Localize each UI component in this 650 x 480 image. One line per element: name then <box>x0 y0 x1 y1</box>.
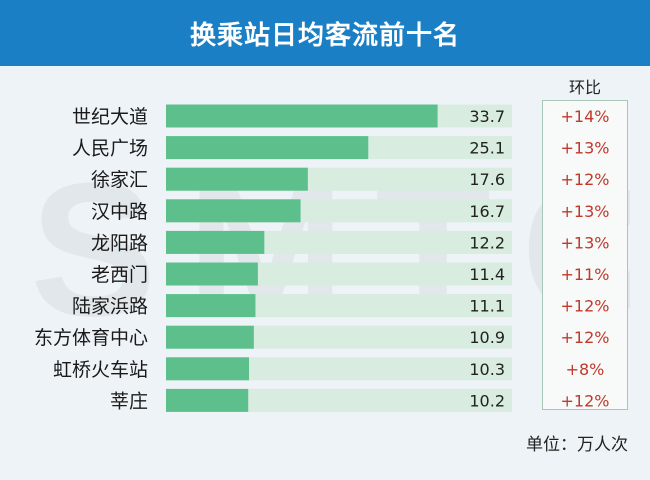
value-label: 12.2 <box>469 233 505 252</box>
bar <box>166 262 258 286</box>
value-label: 25.1 <box>469 139 505 158</box>
change-label: +13% <box>561 233 610 252</box>
value-label: 11.1 <box>469 297 505 316</box>
value-label: 16.7 <box>469 202 505 221</box>
change-column-header: 环比 <box>568 78 601 97</box>
change-label: +8% <box>566 360 605 379</box>
change-label: +12% <box>561 297 610 316</box>
category-label: 人民广场 <box>72 138 148 160</box>
category-label: 老西门 <box>91 264 148 286</box>
bar-track <box>166 388 512 412</box>
category-label: 东方体育中心 <box>34 327 148 349</box>
change-label: +12% <box>561 328 610 347</box>
bar <box>166 294 256 318</box>
category-label: 汉中路 <box>91 201 148 223</box>
category-label: 虹桥火车站 <box>53 359 148 381</box>
change-label: +12% <box>561 391 610 410</box>
bar <box>166 136 369 160</box>
bar <box>166 199 301 223</box>
bar-track <box>166 357 512 381</box>
bar <box>166 167 308 191</box>
bar <box>166 357 250 381</box>
change-label: +11% <box>561 265 610 284</box>
change-column-box <box>542 100 628 410</box>
category-label: 龙阳路 <box>91 232 148 254</box>
value-label: 11.4 <box>469 265 505 284</box>
chart-title: 换乘站日均客流前十名 <box>189 20 460 51</box>
change-label: +13% <box>561 139 610 158</box>
value-label: 10.9 <box>469 328 505 347</box>
change-label: +14% <box>561 107 610 126</box>
category-label: 陆家浜路 <box>72 296 148 318</box>
value-label: 10.2 <box>469 391 505 410</box>
bar <box>166 104 438 128</box>
title-bar: 换乘站日均客流前十名 <box>0 0 650 66</box>
bar <box>166 230 265 254</box>
change-label: +13% <box>561 202 610 221</box>
bar <box>166 388 249 412</box>
unit-label: 单位：万人次 <box>526 435 628 455</box>
category-label: 莘庄 <box>110 390 148 412</box>
bar <box>166 325 254 349</box>
change-label: +12% <box>561 170 610 189</box>
category-label: 世纪大道 <box>72 106 148 128</box>
value-label: 17.6 <box>469 170 505 189</box>
value-label: 10.3 <box>469 360 505 379</box>
category-label: 徐家汇 <box>91 169 148 191</box>
value-label: 33.7 <box>469 107 505 126</box>
